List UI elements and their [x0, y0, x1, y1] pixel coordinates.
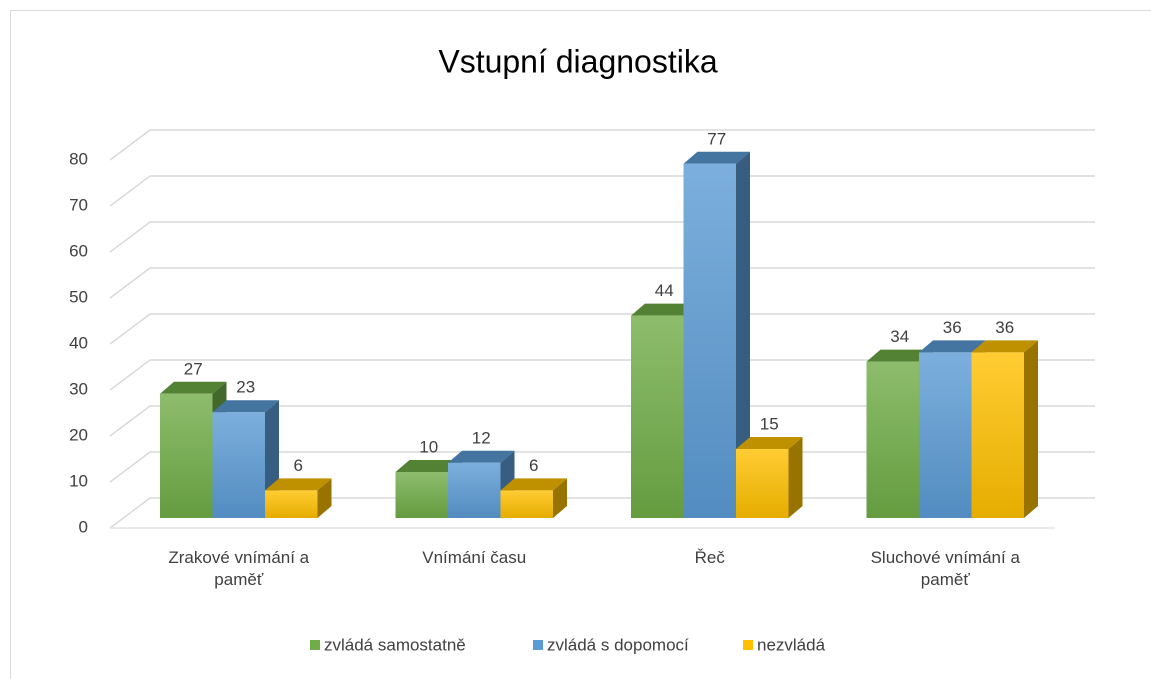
data-label: 6 [294, 456, 303, 475]
legend-label: zvládá samostatně [324, 635, 466, 654]
bar-side [736, 151, 750, 519]
bar-top [736, 437, 803, 449]
bar-front [683, 163, 736, 519]
grid-line [109, 175, 1095, 207]
bar-front [265, 490, 318, 518]
data-label: 6 [529, 456, 538, 475]
bar-top [919, 340, 986, 353]
bar [736, 437, 803, 518]
chart-frame [10, 10, 1151, 679]
bar [500, 478, 567, 518]
grid-line [109, 129, 1095, 161]
bar [971, 340, 1038, 518]
bar-front [866, 361, 919, 518]
bar-front [919, 352, 972, 518]
bar-top [448, 450, 515, 463]
bar-top [160, 381, 227, 394]
bar-side [1024, 340, 1038, 518]
bar-side [788, 437, 803, 518]
bar-top [866, 349, 933, 362]
bar-side [317, 478, 332, 518]
bar-front [160, 393, 213, 518]
legend-swatch [310, 640, 320, 650]
bar-top [971, 340, 1038, 353]
data-label: 15 [760, 414, 779, 433]
legend-swatch [533, 640, 543, 650]
bar-top [265, 478, 332, 491]
data-label: 12 [472, 428, 491, 447]
y-tick-label: 50 [69, 287, 88, 306]
legend-label: nezvládá [757, 635, 826, 654]
x-tick-label: Řeč [694, 548, 725, 567]
bar-top [683, 151, 750, 164]
chart-title: Vstupní diagnostika [438, 43, 718, 79]
data-label: 34 [890, 327, 909, 346]
bar [683, 151, 750, 519]
x-tick-label: Vnímání času [422, 548, 527, 567]
data-label: 10 [419, 437, 438, 456]
y-tick-label: 20 [69, 425, 88, 444]
bar-front [395, 472, 448, 518]
y-tick-label: 40 [69, 333, 88, 352]
grid-line [109, 221, 1095, 253]
y-tick-label: 0 [79, 517, 88, 536]
bar-front [448, 462, 501, 518]
grid-line [109, 313, 1095, 345]
bar-top [631, 303, 698, 316]
data-label: 36 [943, 318, 962, 337]
bar-front [971, 352, 1024, 518]
y-tick-label: 10 [69, 471, 88, 490]
bar-top [395, 460, 462, 472]
data-label: 77 [707, 129, 726, 148]
legend-label: zvládá s dopomocí [547, 635, 689, 654]
bar-top [500, 478, 567, 491]
legend-swatch [743, 640, 753, 650]
y-tick-label: 80 [69, 149, 88, 168]
data-label: 44 [655, 281, 674, 300]
bar-front [736, 449, 789, 518]
x-tick-label: Sluchové vnímání a paměť [870, 548, 1020, 589]
data-label: 36 [995, 318, 1014, 337]
bar [265, 478, 332, 518]
x-tick-label: Zrakové vnímání a paměť [168, 548, 310, 589]
bar-side [553, 478, 567, 518]
y-tick-label: 70 [69, 195, 88, 214]
bar-top [212, 400, 279, 413]
grid-line [109, 267, 1095, 299]
y-tick-label: 60 [69, 241, 88, 260]
bar-front [631, 315, 684, 518]
grid-line [109, 405, 1095, 437]
data-label: 27 [184, 359, 203, 378]
bar-front [212, 412, 265, 518]
y-tick-label: 30 [69, 379, 88, 398]
bar-front [500, 490, 553, 518]
data-label: 23 [236, 378, 255, 397]
grid-line [109, 359, 1095, 391]
